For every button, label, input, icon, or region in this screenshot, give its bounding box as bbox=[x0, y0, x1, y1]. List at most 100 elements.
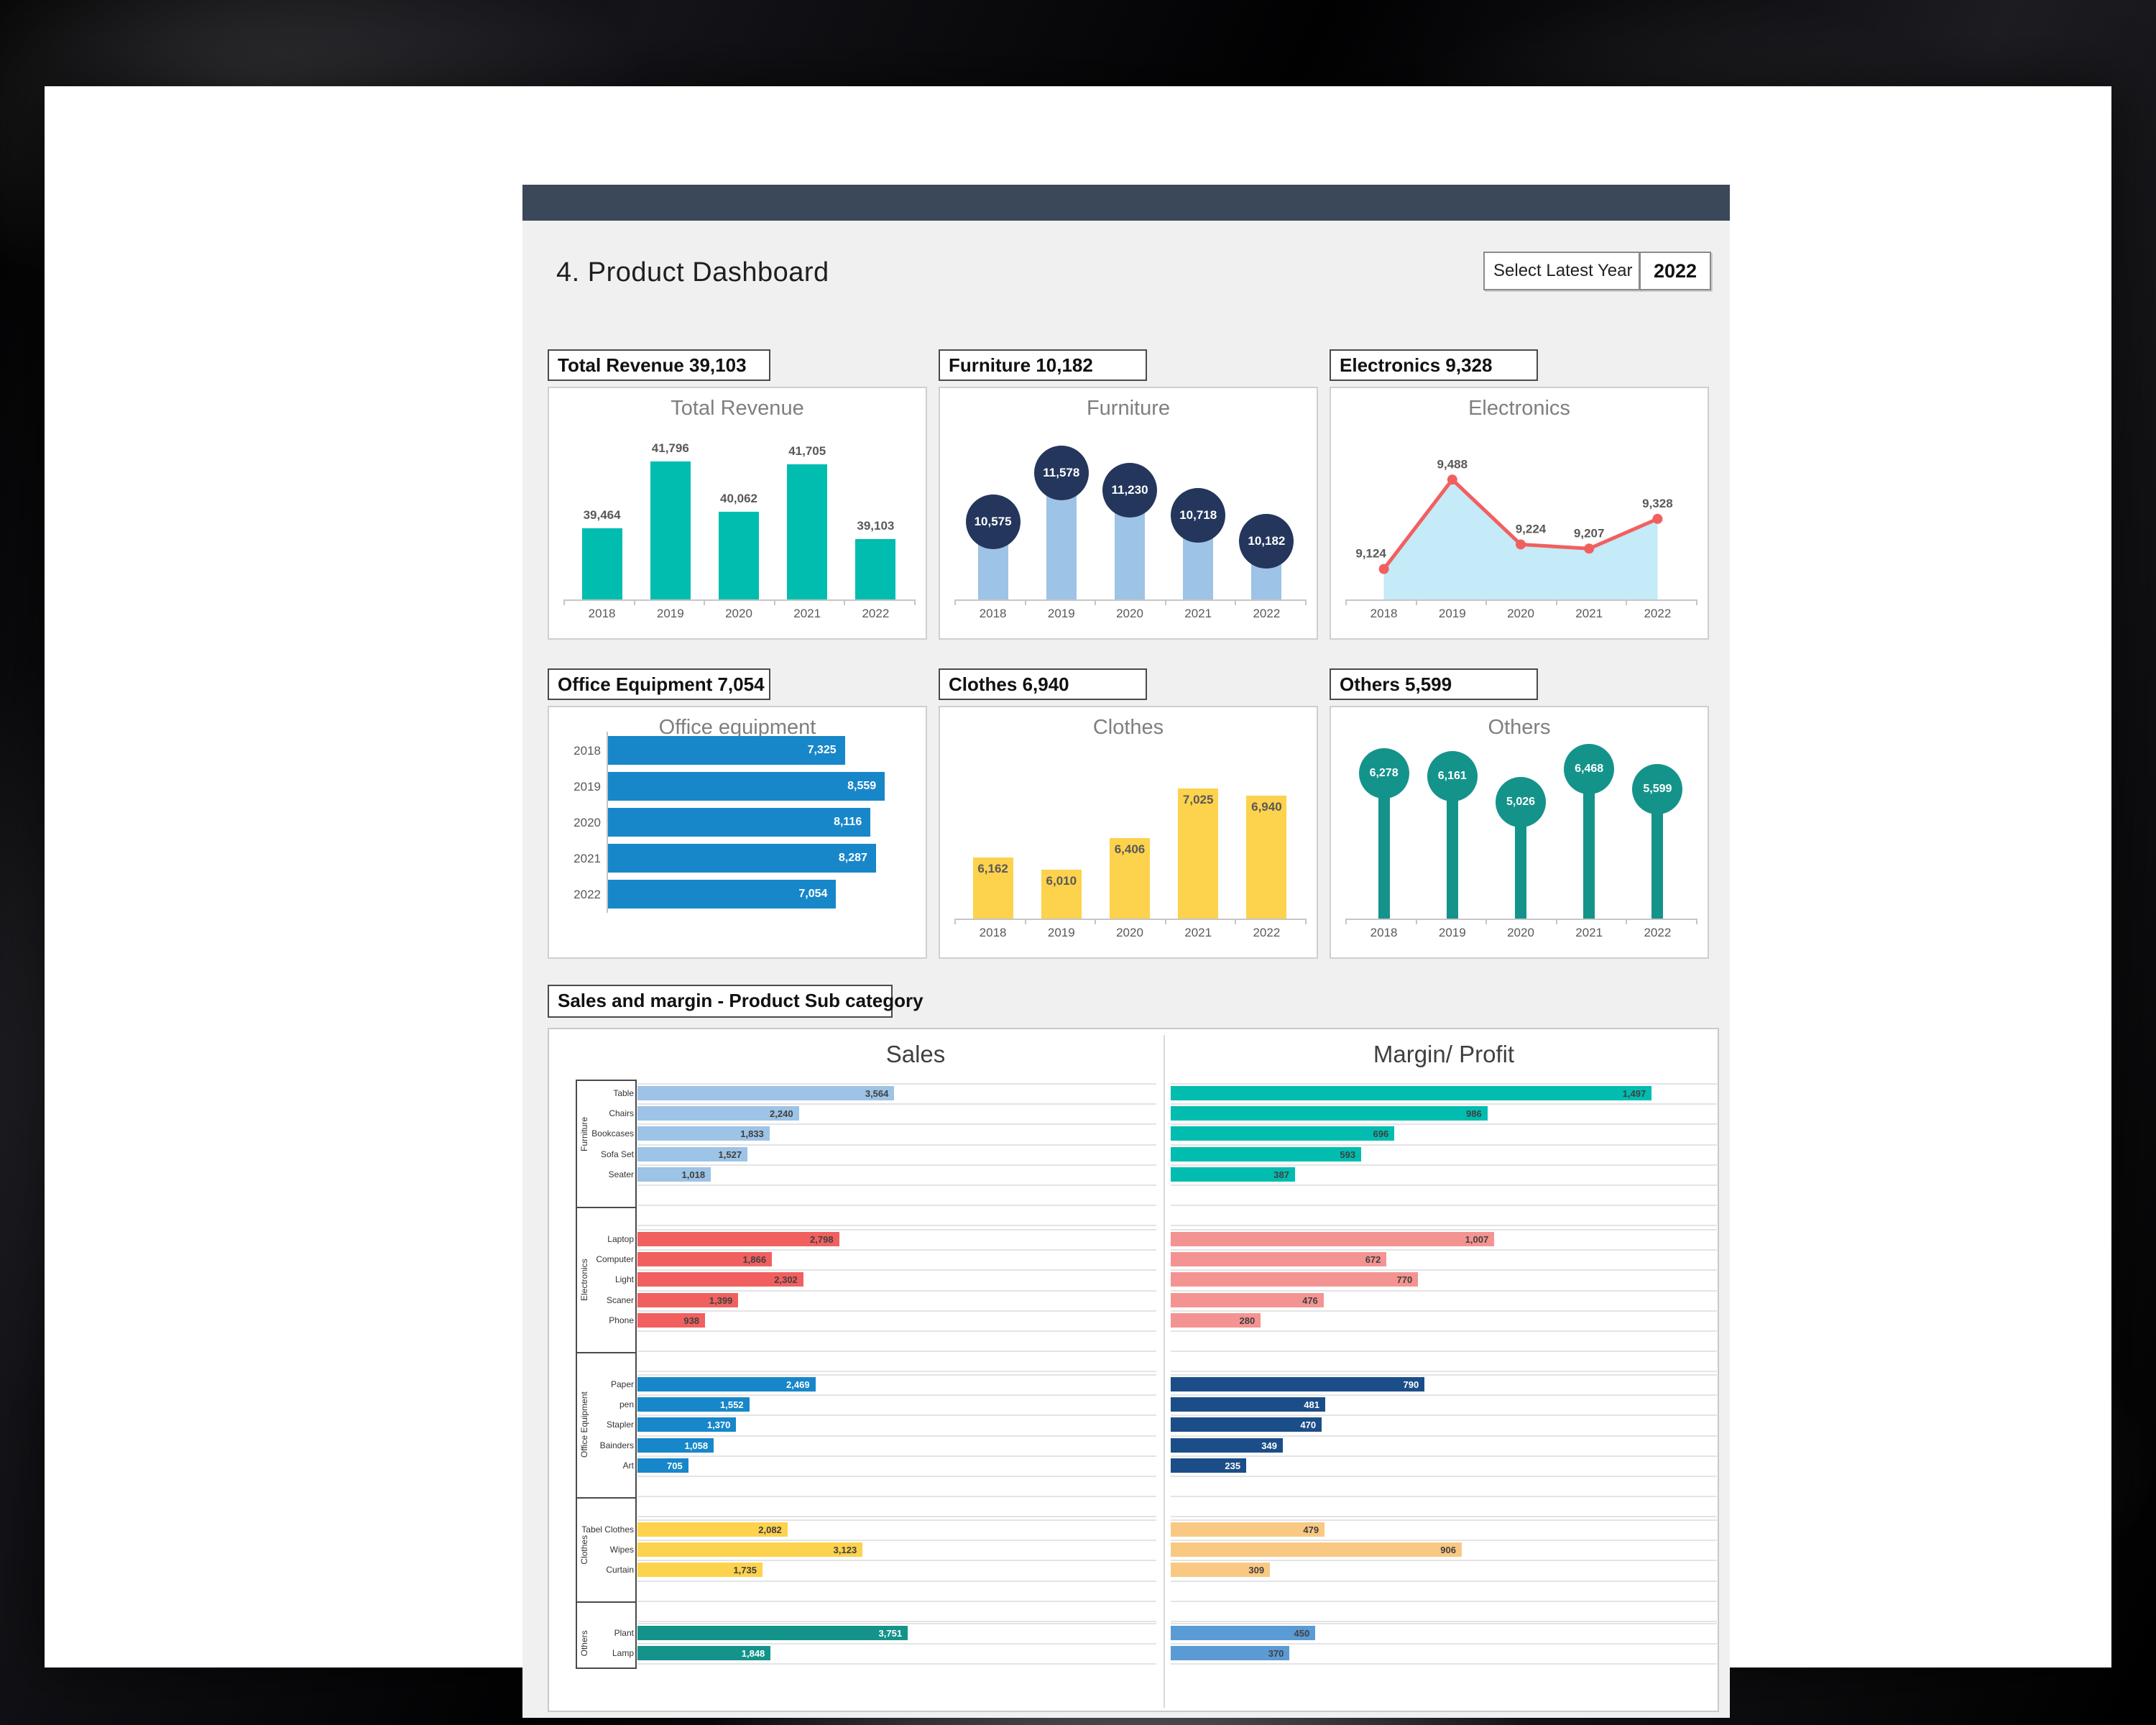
gridline bbox=[637, 1663, 1156, 1665]
margin-value-label: 476 bbox=[1302, 1294, 1318, 1306]
axis-tick bbox=[1415, 599, 1417, 605]
bar-value-label: 6,010 bbox=[1046, 874, 1077, 888]
kpi-header-total-revenue: Total Revenue 39,103 bbox=[548, 349, 770, 381]
bar-value-label: 39,103 bbox=[857, 518, 895, 533]
margin-bar bbox=[1171, 1146, 1362, 1162]
gridline bbox=[1171, 1330, 1717, 1332]
gridline bbox=[637, 1580, 1156, 1582]
margin-value-label: 479 bbox=[1303, 1524, 1319, 1535]
axis-year-label: 2022 bbox=[573, 888, 601, 901]
bar-value-label: 40,062 bbox=[720, 491, 757, 505]
gridline bbox=[1171, 1643, 1717, 1645]
margin-bar bbox=[1171, 1458, 1247, 1473]
axis-year-label: 2022 bbox=[1644, 607, 1672, 620]
gridline bbox=[637, 1229, 1156, 1230]
axis-year-label: 2021 bbox=[793, 607, 821, 620]
gridline bbox=[1171, 1516, 1717, 1518]
margin-bar bbox=[1171, 1377, 1425, 1392]
chart-sales-margin: Sales Margin/ Profit Furniture Table 3,564… bbox=[548, 1028, 1719, 1712]
sales-bar bbox=[637, 1272, 803, 1287]
axis-year-label: 2021 bbox=[1575, 607, 1603, 620]
axis-year-label: 2020 bbox=[1116, 926, 1143, 939]
gridline bbox=[637, 1103, 1156, 1105]
group-separator bbox=[576, 1352, 637, 1353]
svg-text:9,488: 9,488 bbox=[1437, 457, 1468, 471]
bar-value-label: 41,796 bbox=[651, 441, 689, 456]
svg-text:9,124: 9,124 bbox=[1355, 547, 1386, 561]
axis-tick bbox=[1485, 919, 1488, 924]
margin-bar bbox=[1171, 1626, 1316, 1640]
gridline bbox=[637, 1225, 1156, 1227]
gridline bbox=[637, 1643, 1156, 1645]
chart-clothes: Clothes 6,162 6,010 6,406 7,025 6,940 2018 2019… bbox=[939, 706, 1318, 959]
bar bbox=[855, 538, 896, 599]
group-separator bbox=[576, 1207, 637, 1208]
gridline bbox=[1171, 1455, 1717, 1457]
bar-value-label: 7,054 bbox=[798, 888, 828, 900]
margin-bar bbox=[1171, 1232, 1495, 1246]
sales-bar bbox=[637, 1146, 748, 1162]
gridline bbox=[1171, 1164, 1717, 1166]
value-marker: 6,161 bbox=[1427, 750, 1478, 801]
margin-bar bbox=[1171, 1646, 1290, 1661]
sales-bar bbox=[637, 1522, 788, 1537]
gridline bbox=[1171, 1374, 1717, 1376]
bar bbox=[608, 844, 876, 873]
bar bbox=[608, 880, 837, 908]
lollipop-stem bbox=[1583, 769, 1595, 919]
sales-bar bbox=[637, 1292, 739, 1307]
axis-tick bbox=[844, 599, 846, 605]
gridline bbox=[637, 1310, 1156, 1312]
line-chart-plot: 9,124 9,488 9,224 9,207 9,328 bbox=[1355, 457, 1673, 599]
gridline bbox=[1171, 1621, 1717, 1622]
sales-bar bbox=[637, 1377, 816, 1392]
subcategory-label: pen bbox=[619, 1399, 634, 1410]
gridline bbox=[1171, 1414, 1717, 1417]
gridline bbox=[637, 1184, 1156, 1186]
bar bbox=[972, 857, 1013, 919]
svg-text:9,328: 9,328 bbox=[1642, 497, 1673, 510]
gridline bbox=[637, 1289, 1156, 1292]
margin-bar bbox=[1171, 1106, 1488, 1121]
gridline bbox=[637, 1394, 1156, 1397]
axis-tick bbox=[1024, 919, 1026, 924]
value-marker: 6,278 bbox=[1358, 748, 1409, 799]
workbook-page: 4. Product Dashboard Select Latest Year … bbox=[45, 86, 2111, 1718]
axis-tick bbox=[1305, 919, 1307, 924]
sales-bar bbox=[637, 1167, 711, 1182]
gridline bbox=[637, 1249, 1156, 1251]
value-marker: 6,468 bbox=[1564, 744, 1615, 795]
chart-title: Electronics bbox=[1468, 397, 1570, 420]
margin-bar bbox=[1171, 1563, 1271, 1578]
axis-year-label: 2021 bbox=[1575, 926, 1603, 939]
gridline bbox=[1171, 1229, 1717, 1230]
axis-year-label: 2019 bbox=[1438, 607, 1466, 620]
subcategory-label: Stapler bbox=[606, 1420, 634, 1430]
sales-bar bbox=[637, 1563, 763, 1578]
bar-value-label: 41,705 bbox=[788, 443, 826, 458]
value-marker: 5,026 bbox=[1496, 777, 1546, 828]
axis-tick bbox=[1696, 919, 1697, 924]
kpi-header-electronics: Electronics 9,328 bbox=[1330, 349, 1538, 381]
chart-office-equipment: Office equipment 2018 7,325 2019 8,559 2020 8,… bbox=[548, 706, 927, 959]
axis-tick bbox=[1164, 599, 1166, 605]
y-axis bbox=[607, 732, 608, 913]
axis-year-label: 2022 bbox=[1253, 926, 1281, 939]
subcategory-label: Scaner bbox=[606, 1294, 634, 1305]
subcategory-label: Bookcases bbox=[591, 1128, 634, 1139]
chart-title: Others bbox=[1488, 716, 1551, 739]
bar-value-label: 8,116 bbox=[834, 816, 862, 828]
bar bbox=[1246, 795, 1287, 919]
gridline bbox=[637, 1621, 1156, 1622]
gridline bbox=[1171, 1289, 1717, 1292]
axis-tick bbox=[1415, 919, 1417, 924]
kpi-header-clothes: Clothes 6,940 bbox=[939, 668, 1147, 700]
gridline bbox=[637, 1164, 1156, 1166]
margin-bar bbox=[1171, 1417, 1322, 1432]
bar-value-label: 6,406 bbox=[1114, 842, 1146, 857]
year-selector-value[interactable]: 2022 bbox=[1639, 252, 1711, 290]
margin-bar bbox=[1171, 1252, 1387, 1267]
axis-tick bbox=[1345, 599, 1347, 605]
margin-value-label: 349 bbox=[1261, 1440, 1277, 1451]
